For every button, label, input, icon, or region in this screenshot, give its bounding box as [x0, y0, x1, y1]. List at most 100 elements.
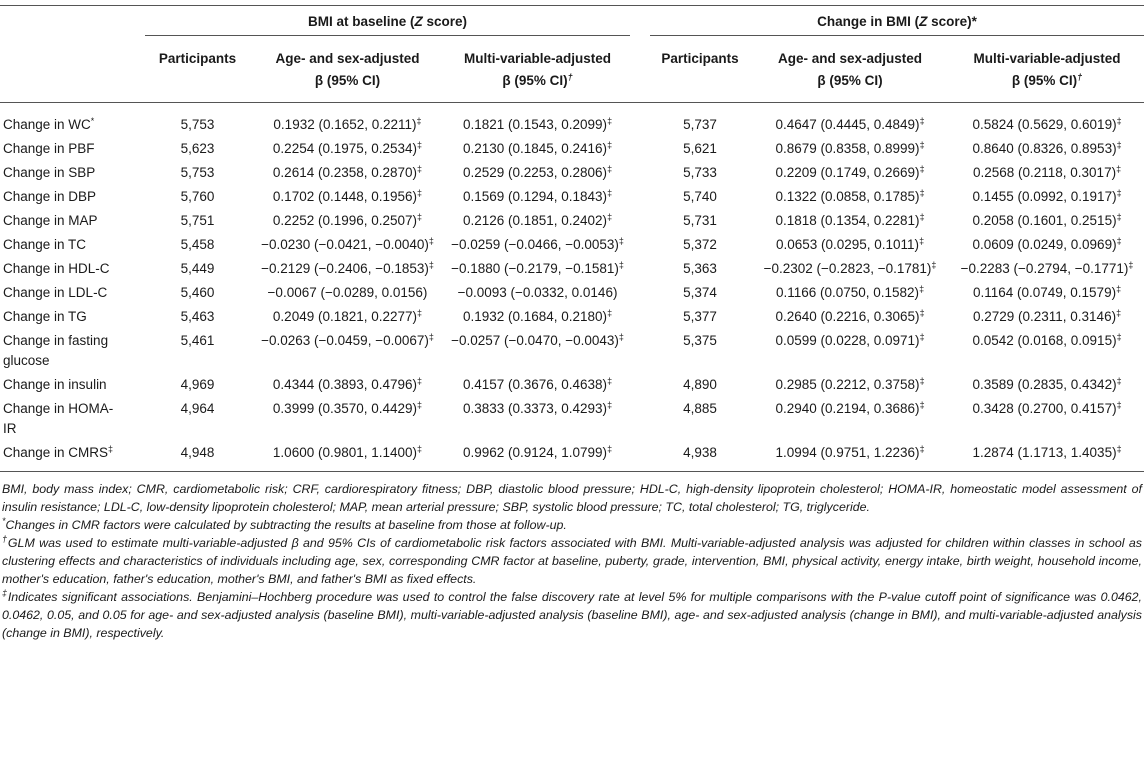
cell-text: 0.2729 (0.2311, 0.3146)	[972, 309, 1117, 324]
footnote-mark: ‡	[919, 140, 925, 150]
group-header: Change in BMI (Z score)*	[650, 5, 1144, 36]
gap-cell	[630, 103, 650, 138]
footnote-mark: ‡	[417, 444, 423, 454]
row-label: Change in WC*	[0, 103, 145, 138]
table-row: Change in HOMA-IR 4,964 0.3999 (0.3570, 0.…	[0, 397, 1144, 441]
cell-text: 0.0609 (0.0249, 0.0969)	[972, 237, 1117, 252]
column-header-row: Participants Age- and sex-adjusted β (95% …	[0, 35, 1144, 103]
gap-cell	[630, 305, 650, 329]
cell-text: 0.0599 (0.0228, 0.0971)	[775, 333, 920, 348]
cell-text: 0.2126 (0.1851, 0.2402)	[462, 213, 608, 228]
cell-text: 0.0542 (0.0168, 0.0915)	[972, 333, 1117, 348]
cell-text: 0.2985 (0.2212, 0.3758)	[775, 377, 920, 392]
cell-text: 0.3999 (0.3570, 0.4429)	[272, 401, 418, 416]
footnote-mark: ‡	[919, 332, 925, 342]
footnote-mark: ‡	[1116, 308, 1122, 318]
cell-text: 0.1818 (0.1354, 0.2281)	[775, 213, 920, 228]
footnote-mark: ‡	[919, 284, 925, 294]
estimate-cell: 0.8679 (0.8358, 0.8999)‡	[750, 137, 950, 161]
corner-cell	[0, 5, 145, 36]
participants-cell: 5,753	[145, 103, 250, 138]
footnote-mark: ‡	[607, 376, 613, 386]
group-title-part: score)*	[927, 14, 977, 29]
group-header-row: BMI at baseline (Z score) Change in BMI (…	[0, 5, 1144, 36]
estimate-cell: 0.0609 (0.0249, 0.0969)‡	[950, 233, 1144, 257]
row-label: Change in MAP	[0, 209, 145, 233]
cell-text: 1.0994 (0.9751, 1.2236)	[775, 445, 920, 460]
estimate-cell: 0.1455 (0.0992, 0.1917)‡	[950, 185, 1144, 209]
cell-text: 0.2940 (0.2194, 0.3686)	[775, 401, 920, 416]
cell-text: −0.0093 (−0.0332, 0.0146)	[457, 285, 618, 300]
footnote-mark: ‡	[1116, 400, 1122, 410]
footnote-mark: ‡	[417, 164, 423, 174]
estimate-cell: 0.2254 (0.1975, 0.2534)‡	[250, 137, 445, 161]
cell-text: 5,460	[180, 285, 215, 300]
estimate-cell: 0.1164 (0.0749, 0.1579)‡	[950, 281, 1144, 305]
row-label: Change in SBP	[0, 161, 145, 185]
cell-text: 5,458	[180, 237, 215, 252]
cell-text: 5,461	[180, 333, 215, 348]
row-label-text: Change in SBP	[3, 165, 96, 180]
footnote-mark: ‡	[607, 444, 613, 454]
footnote-mark: ‡	[417, 140, 423, 150]
corner-cell	[0, 35, 145, 103]
gap-cell	[630, 209, 650, 233]
estimate-cell: −0.2129 (−0.2406, −0.1853)‡	[250, 257, 445, 281]
column-title: Multi-variable-adjusted	[973, 51, 1121, 66]
estimate-cell: 0.1932 (0.1684, 0.2180)‡	[445, 305, 630, 329]
row-label: Change in insulin	[0, 373, 145, 397]
row-label-text: Change in insulin	[3, 377, 107, 392]
cell-text: −0.2283 (−0.2794, −0.1771)	[960, 261, 1129, 276]
gap-cell	[630, 35, 651, 103]
cell-text: 5,372	[683, 237, 717, 252]
cell-text: −0.1880 (−0.2179, −0.1581)	[451, 261, 619, 276]
cell-text: 4,890	[683, 377, 717, 392]
estimate-cell: 0.1932 (0.1652, 0.2211)‡	[250, 103, 445, 138]
row-label-text: Change in HOMA-IR	[3, 401, 114, 436]
estimate-cell: −0.2283 (−0.2794, −0.1771)‡	[950, 257, 1144, 281]
participants-cell: 5,623	[145, 137, 250, 161]
footnote: *Changes in CMR factors were calculated …	[2, 516, 1142, 534]
footnote-mark: ‡	[607, 400, 613, 410]
estimate-cell: 1.0994 (0.9751, 1.2236)‡	[750, 441, 951, 472]
footnote-mark: ‡	[919, 188, 925, 198]
footnote-mark: ‡	[1128, 260, 1134, 270]
cell-text: 0.1932 (0.1684, 0.2180)	[462, 309, 608, 324]
table-row: Change in SBP 5,753 0.2614 (0.2358, 0.2870…	[0, 161, 1144, 185]
estimate-cell: 0.1821 (0.1543, 0.2099)‡	[445, 103, 630, 138]
footnote-mark: ‡	[919, 308, 925, 318]
footnote: ‡Indicates significant associations. Ben…	[2, 588, 1142, 642]
row-label-text: Change in fasting glucose	[3, 333, 109, 368]
cell-text: −0.0259 (−0.0466, −0.0053)	[451, 237, 619, 252]
footnote-mark: ‡	[1116, 376, 1122, 386]
participants-cell: 5,731	[650, 209, 750, 233]
participants-cell: 5,740	[650, 185, 750, 209]
row-label-text: Change in HDL-C	[3, 261, 110, 276]
footnote-mark: ‡	[428, 332, 434, 342]
estimate-cell: 0.2640 (0.2216, 0.3065)‡	[750, 305, 950, 329]
cell-text: 5,377	[683, 309, 717, 324]
estimate-cell: 0.2529 (0.2253, 0.2806)‡	[445, 161, 630, 185]
group-title-part: BMI at baseline (	[307, 14, 415, 29]
row-label-text: Change in MAP	[3, 213, 98, 228]
column-subtitle: β (95% CI)	[1011, 73, 1078, 88]
gap-cell	[630, 373, 650, 397]
cell-text: 5,621	[683, 141, 717, 156]
cell-text: 0.2209 (0.1749, 0.2669)	[775, 165, 920, 180]
cell-text: 0.3589 (0.2835, 0.4342)	[972, 377, 1117, 392]
participants-cell: 4,948	[145, 441, 250, 472]
footnote-mark: ‡	[1116, 116, 1122, 126]
footnote-mark: ‡	[417, 400, 423, 410]
cell-text: −0.0257 (−0.0470, −0.0043)	[451, 333, 619, 348]
footnote-mark: *	[2, 516, 6, 526]
participants-cell: 5,737	[650, 103, 750, 138]
estimate-cell: 0.4157 (0.3676, 0.4638)‡	[445, 373, 630, 397]
cell-text: 0.1322 (0.0858, 0.1785)	[775, 189, 920, 204]
cell-text: 0.9962 (0.9124, 1.0799)	[462, 445, 608, 460]
footnote-mark: ‡	[618, 332, 624, 342]
cell-text: 5,375	[683, 333, 717, 348]
estimate-cell: 0.1322 (0.0858, 0.1785)‡	[750, 185, 950, 209]
estimate-cell: 0.4344 (0.3893, 0.4796)‡	[250, 373, 445, 397]
cell-text: 0.0653 (0.0295, 0.1011)	[775, 237, 920, 252]
group-title-part: score)	[422, 14, 468, 29]
